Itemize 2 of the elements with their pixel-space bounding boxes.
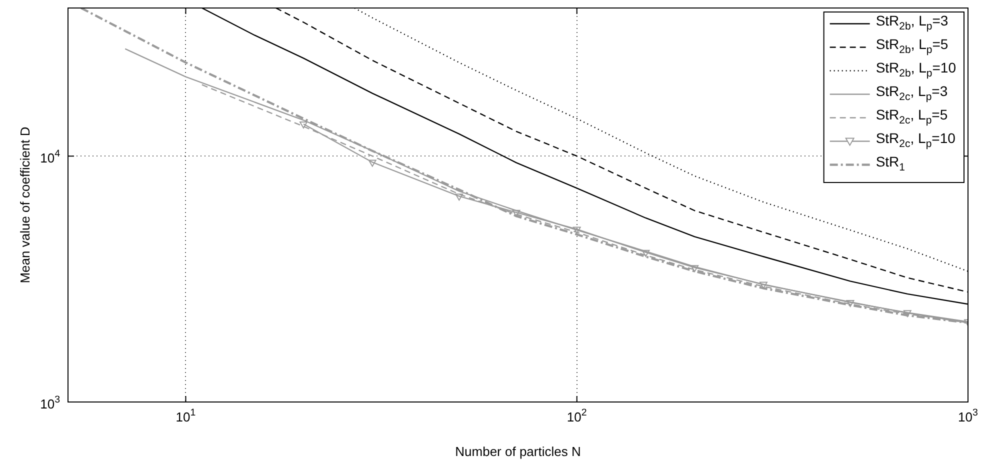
y-axis-title: Mean value of coefficient D [17, 126, 32, 284]
x-axis-title: Number of particles N [455, 444, 581, 459]
